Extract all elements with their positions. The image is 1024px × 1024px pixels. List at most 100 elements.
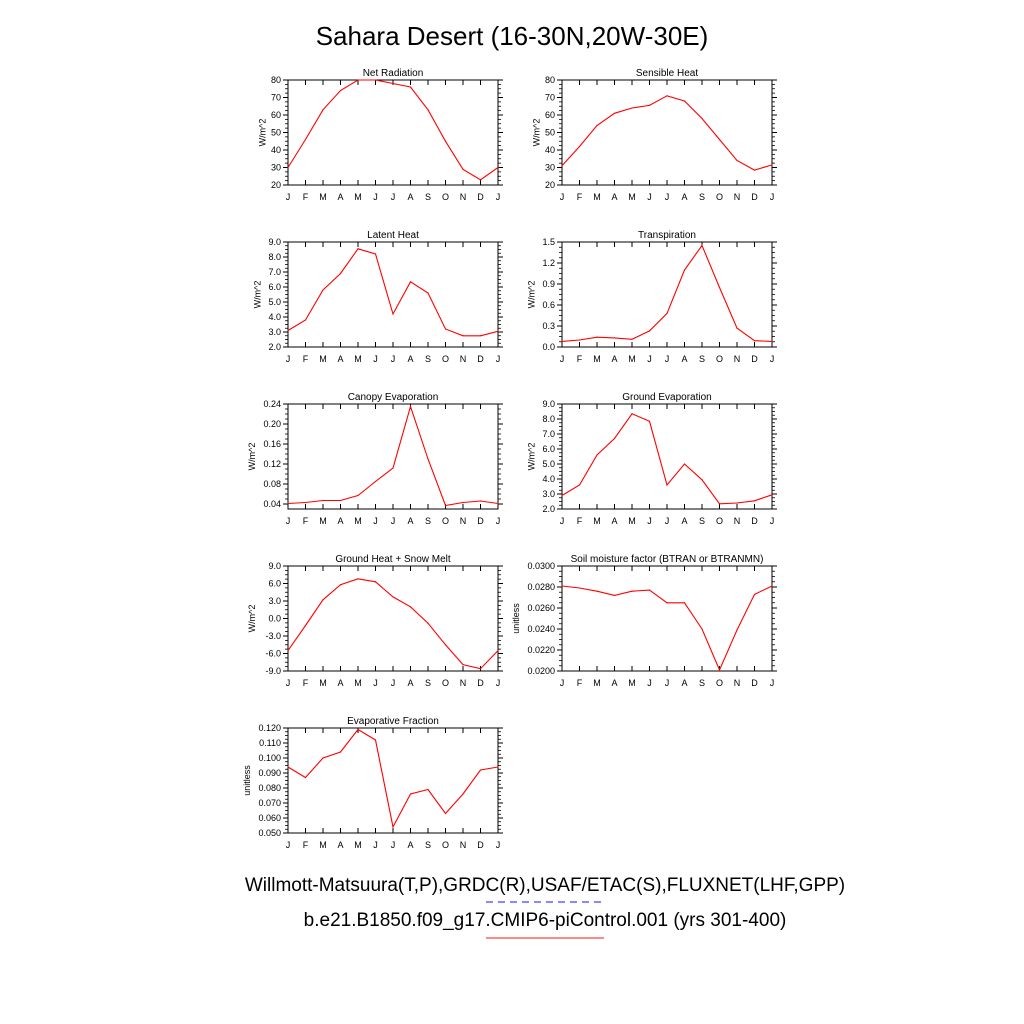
y-tick-label: 3.0	[268, 596, 281, 606]
x-tick-label: J	[286, 840, 291, 850]
y-tick-label: 0.120	[258, 723, 281, 733]
x-tick-label: N	[460, 354, 467, 364]
y-tick-label: 0.100	[258, 753, 281, 763]
x-tick-label: J	[770, 516, 775, 526]
data-point	[578, 145, 581, 148]
y-tick-label: 20	[545, 180, 555, 190]
y-tick-label: 1.5	[542, 237, 555, 247]
data-point	[613, 337, 616, 339]
y-tick-label: -6.0	[265, 649, 281, 659]
y-tick-label: 0.08	[263, 479, 281, 489]
data-point	[357, 728, 359, 731]
data-point	[736, 327, 738, 329]
x-tick-label: O	[442, 516, 449, 526]
x-tick-label: A	[337, 192, 343, 202]
panel-title: Sensible Heat	[636, 68, 698, 79]
x-tick-label: O	[442, 192, 449, 202]
panel-title: Transpiration	[638, 230, 696, 241]
x-tick-label: J	[373, 678, 378, 688]
x-tick-label: M	[354, 192, 362, 202]
data-point	[392, 826, 394, 828]
x-tick-label: A	[407, 354, 413, 364]
x-tick-label: D	[751, 192, 758, 202]
data-point	[427, 788, 429, 791]
y-axis-label: W/m^2	[247, 605, 257, 633]
x-tick-label: S	[699, 516, 705, 526]
data-point	[736, 159, 738, 162]
x-tick-label: A	[337, 354, 343, 364]
y-tick-label: 70	[271, 93, 281, 103]
y-tick-label: 5.0	[542, 459, 555, 469]
legend-model-label: b.e21.B1850.f09_g17.CMIP6-piControl.001 …	[304, 910, 787, 931]
panel-title: Latent Heat	[367, 230, 419, 241]
data-point	[339, 89, 342, 92]
plot-frame	[287, 727, 499, 834]
x-tick-label: D	[477, 678, 484, 688]
x-tick-label: A	[407, 516, 413, 526]
y-tick-label: 9.0	[542, 399, 555, 409]
x-tick-label: S	[425, 840, 431, 850]
x-tick-label: S	[425, 354, 431, 364]
x-tick-label: D	[477, 840, 484, 850]
data-point	[357, 248, 359, 250]
x-tick-label: J	[286, 192, 291, 202]
data-point	[322, 499, 324, 502]
y-tick-label: 8.0	[542, 414, 555, 424]
data-point	[357, 578, 359, 580]
x-tick-label: J	[373, 354, 378, 364]
x-tick-label: J	[391, 516, 396, 526]
data-point	[339, 584, 342, 586]
data-point	[753, 500, 756, 502]
data-point	[479, 769, 482, 771]
y-tick-label: 0.24	[263, 399, 281, 409]
y-tick-label: 8.0	[268, 252, 281, 262]
x-tick-label: M	[319, 192, 327, 202]
x-tick-label: M	[628, 516, 636, 526]
plot-frame	[561, 565, 773, 672]
data-point	[444, 328, 447, 330]
data-point	[648, 330, 651, 332]
y-tick-label: 30	[545, 163, 555, 173]
x-tick-label: O	[442, 354, 449, 364]
x-tick-label: A	[337, 840, 343, 850]
y-axis-label: unitless	[242, 765, 252, 796]
data-point	[374, 480, 377, 483]
data-point	[462, 168, 464, 170]
data-point	[596, 336, 598, 338]
x-tick-label: M	[628, 354, 636, 364]
data-point	[578, 484, 581, 486]
y-tick-label: 0.060	[258, 813, 281, 823]
x-tick-label: J	[560, 516, 565, 526]
x-tick-label: O	[716, 354, 723, 364]
y-axis-label: W/m^2	[526, 281, 536, 309]
y-tick-label: 7.0	[542, 429, 555, 439]
data-point	[444, 504, 447, 507]
figure-title: Sahara Desert (16-30N,20W-30E)	[316, 21, 709, 51]
series-line	[287, 578, 499, 670]
data-point	[497, 330, 499, 332]
x-tick-label: J	[647, 516, 652, 526]
y-tick-label: 4.0	[542, 474, 555, 484]
data-point	[287, 766, 289, 768]
y-tick-label: 0.04	[263, 499, 281, 509]
y-tick-label: 80	[271, 75, 281, 85]
x-tick-label: O	[716, 516, 723, 526]
x-tick-label: J	[665, 354, 670, 364]
data-point	[596, 454, 598, 456]
data-point	[683, 100, 686, 102]
y-tick-label: 6.0	[542, 444, 555, 454]
x-tick-label: M	[593, 516, 601, 526]
data-point	[718, 669, 721, 671]
x-tick-label: J	[560, 678, 565, 688]
x-tick-label: D	[477, 354, 484, 364]
x-tick-label: J	[560, 354, 565, 364]
x-tick-label: N	[734, 192, 741, 202]
data-point	[287, 502, 289, 505]
data-point	[648, 104, 651, 106]
data-point	[322, 757, 324, 759]
x-tick-label: F	[303, 678, 309, 688]
data-point	[631, 413, 633, 415]
data-point	[771, 494, 773, 496]
